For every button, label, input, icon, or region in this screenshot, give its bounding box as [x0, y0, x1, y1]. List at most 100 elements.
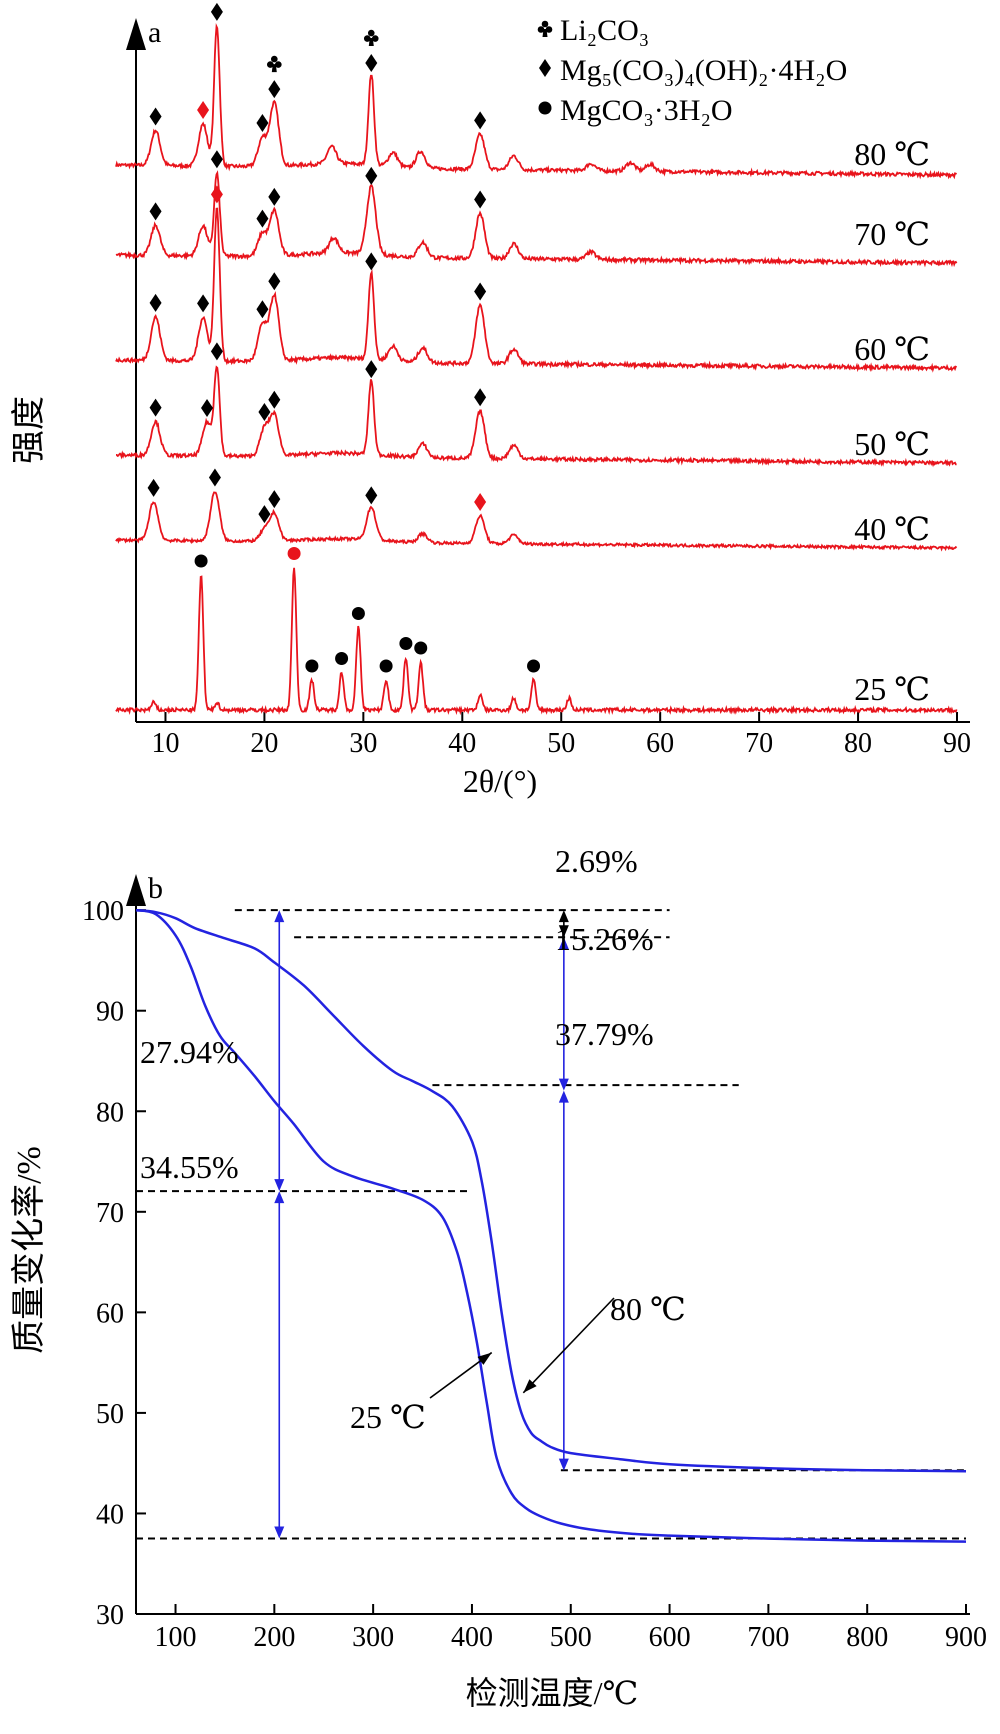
series-label-80c: 80 ℃ [854, 136, 930, 172]
panel-a-series [115, 23, 958, 716]
circle-peak-marker [287, 547, 301, 560]
panel-b-y-tick-label: 90 [96, 997, 124, 1028]
club-leaf [363, 35, 371, 42]
panel-a-x-tick-label: 40 [448, 728, 476, 759]
circle-peak-marker [305, 659, 319, 673]
diamond-peak-marker [149, 398, 162, 417]
series-label-50c: 50 ℃ [854, 426, 930, 462]
diamond-peak-marker [268, 187, 281, 206]
panel-a-x-tick-label: 10 [151, 728, 179, 759]
panel-a-x-tick-label: 30 [349, 728, 377, 759]
mass-loss-label: 2.69% [555, 843, 638, 879]
mass-loss-label: 27.94% [140, 1034, 239, 1070]
diamond-peak-marker [256, 300, 269, 319]
panel-b-x-tick-label: 200 [253, 1622, 295, 1653]
arrow-head-up [558, 1090, 569, 1103]
panel-b-y-tick-label: 100 [82, 896, 124, 927]
arrow-head-up [558, 937, 569, 950]
club-leaf [371, 35, 379, 42]
diamond-peak-marker [365, 54, 378, 73]
mass-loss-label: 15.26% [555, 921, 654, 957]
diamond-peak-marker [365, 486, 378, 505]
panel-b-reference-lines [136, 909, 966, 1540]
callout-arrow-head [523, 1379, 537, 1393]
club-leaf [541, 20, 549, 28]
panel-b-x-tick-label: 500 [550, 1622, 592, 1653]
diamond-peak-marker [268, 80, 281, 99]
diamond-peak-marker [256, 209, 269, 228]
arrow-head-down [558, 1458, 569, 1471]
panel-a: a 10 20 30 40 50 60 70 80 90 80 ℃ 70 ℃ 60 ℃ 50 ℃ 40 … [10, 2, 971, 799]
diamond-peak-marker [474, 111, 487, 130]
legend-label: Mg₅(CO₃)₄(OH)₂·4H₂O [560, 54, 847, 87]
diamond-peak-marker [474, 388, 487, 407]
circle-peak-marker [527, 659, 541, 673]
panel-a-x-tick-label: 60 [646, 728, 674, 759]
arrow-head-up [558, 910, 569, 923]
panel-a-legend: Li₂CO₃ Mg₅(CO₃)₄(OH)₂·4H₂O MgCO₃·3H₂O [537, 14, 847, 127]
panel-a-x-tick-label: 80 [844, 728, 872, 759]
club-leaf [275, 61, 282, 68]
xrd-pattern-80c [115, 23, 958, 180]
diamond-peak-marker [210, 150, 223, 169]
diamond-peak-marker [365, 166, 378, 185]
diamond-peak-marker [197, 294, 210, 313]
diamond-peak-marker [149, 293, 162, 312]
club-stem [542, 29, 548, 37]
club-peak-marker [363, 29, 379, 47]
legend-diamond-icon [539, 59, 551, 77]
circle-peak-marker [351, 607, 365, 620]
panel-a-y-axis-arrow [126, 18, 146, 50]
club-peak-marker [267, 55, 282, 73]
callout-arrow-head [477, 1352, 492, 1365]
panel-b-label: b [148, 872, 163, 905]
mass-loss-label: 34.55% [140, 1149, 239, 1185]
diamond-peak-marker [365, 252, 378, 271]
club-leaf [367, 29, 375, 37]
panel-b-x-tick-label: 100 [155, 1622, 197, 1653]
series-label-40c: 40 ℃ [854, 511, 930, 547]
club-leaf [267, 61, 274, 68]
panel-b-x-axis-title: 检测温度/℃ [466, 1675, 639, 1711]
panel-a-series-labels: 80 ℃ 70 ℃ 60 ℃ 50 ℃ 40 ℃ 25 ℃ [854, 136, 930, 707]
callout-arrow-line [522, 1297, 615, 1394]
diamond-peak-marker [197, 101, 210, 120]
legend-club-icon [537, 20, 553, 37]
panel-a-x-axis-title: 2θ/(°) [463, 763, 537, 799]
diamond-peak-marker [474, 190, 487, 209]
diamond-peak-marker [149, 202, 162, 221]
club-stem [271, 64, 277, 73]
panel-b-y-axis-arrow [126, 874, 146, 906]
diamond-peak-marker [210, 342, 223, 361]
panel-a-label: a [148, 16, 161, 49]
arrow-head-up [274, 1191, 285, 1204]
panel-b-y-tick-label: 70 [96, 1198, 124, 1229]
club-leaf [271, 55, 278, 63]
circle-peak-marker [194, 554, 208, 568]
panel-b-y-tick-label: 50 [96, 1399, 124, 1430]
panel-b-series [135, 908, 967, 1543]
panel-b-x-tick-label: 300 [352, 1622, 394, 1653]
curve-label: 25 ℃ [350, 1399, 426, 1435]
series-label-60c: 60 ℃ [854, 331, 930, 367]
club-leaf [537, 26, 545, 33]
club-stem [368, 38, 374, 47]
panel-a-y-axis-title: 强度 [10, 396, 48, 464]
series-label-70c: 70 ℃ [854, 216, 930, 252]
tg-curve-80c [135, 908, 967, 1473]
club-leaf [545, 26, 553, 33]
tg-curve-25c [135, 908, 967, 1543]
panel-b-annotations: 2.69% 15.26% 37.79% 27.94% 34.55% 80 ℃ 25 ℃ [140, 843, 686, 1539]
diamond-peak-marker [149, 107, 162, 126]
diamond-peak-marker [268, 390, 281, 409]
panel-a-x-ticks: 10 20 30 40 50 60 70 80 90 [151, 712, 971, 759]
circle-peak-marker [399, 637, 413, 650]
panel-b-y-tick-label: 60 [96, 1298, 124, 1329]
xrd-pattern-60c [115, 207, 958, 373]
panel-b-y-tick-label: 40 [96, 1499, 124, 1530]
circle-peak-marker [379, 659, 393, 673]
xrd-pattern-40c [115, 491, 958, 552]
diamond-peak-marker [258, 505, 271, 524]
circle-peak-marker [414, 641, 428, 655]
